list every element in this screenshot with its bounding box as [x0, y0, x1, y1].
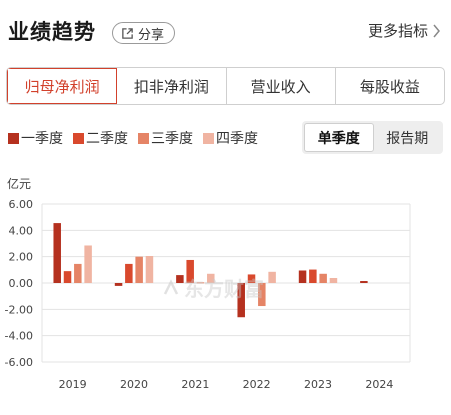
- bar-q3-2023: [319, 273, 327, 283]
- y-tick-label: 6.00: [9, 198, 34, 211]
- earnings-bar-chart: 6.00 4.00 2.00 0.00 -2.00 -4.00 -6.00 2019 2020 2…: [5, 198, 411, 391]
- x-tick-label: 2023: [304, 378, 332, 391]
- legend-label-q1: 一季度: [21, 131, 63, 147]
- bar-q3-2021: [196, 282, 205, 284]
- y-tick-label: 0.00: [9, 277, 34, 290]
- x-tick-label: 2020: [120, 378, 148, 391]
- chevron-right-icon: [433, 24, 440, 37]
- y-tick-label: 4.00: [9, 224, 34, 237]
- bar-q2-2021: [186, 259, 194, 283]
- legend-label-q2: 二季度: [86, 131, 128, 147]
- metric-tabs: 归母净利润 扣非净利润 营业收入 每股收益: [6, 67, 445, 105]
- bar-q2-2023: [309, 269, 317, 283]
- bar-q2-2022: [247, 274, 256, 283]
- legend-item-q4[interactable]: 四季度: [203, 128, 258, 148]
- share-label: 分享: [138, 27, 165, 43]
- x-tick-label: 2024: [365, 378, 393, 391]
- bar-q4-2020: [145, 256, 154, 283]
- legend-item-q1[interactable]: 一季度: [8, 128, 63, 148]
- more-indicators-label: 更多指标: [367, 22, 428, 40]
- tab-eps[interactable]: 每股收益: [359, 77, 420, 96]
- x-tick-label: 2019: [59, 378, 87, 391]
- chart-legend: 一季度 二季度 三季度 四季度: [8, 128, 258, 148]
- page-title: 业绩趋势: [8, 20, 96, 44]
- bar-q1-2023: [298, 270, 307, 283]
- y-tick-label: 2.00: [9, 251, 34, 264]
- legend-swatch-q1: [8, 132, 19, 144]
- bar-q2-2020: [125, 263, 133, 283]
- x-tick-label: 2021: [181, 378, 209, 391]
- bar-q3-2019: [74, 263, 82, 283]
- bar-q4-2023: [329, 277, 338, 283]
- legend-label-q4: 四季度: [216, 131, 258, 147]
- more-indicators-link[interactable]: 更多指标: [368, 20, 441, 41]
- share-button[interactable]: 分享: [112, 22, 176, 44]
- y-tick-label: -4.00: [5, 330, 33, 343]
- bar-q4-2019: [84, 245, 92, 283]
- period-mode-toggle: 单季度 报告期: [302, 121, 443, 154]
- tab-revenue[interactable]: 营业收入: [227, 68, 336, 104]
- x-tick-label: 2022: [243, 378, 271, 391]
- y-tick-label: -6.00: [5, 356, 33, 369]
- bar-q1-2020: [114, 283, 123, 286]
- y-axis-unit: 亿元: [7, 177, 32, 191]
- bar-q3-2020: [135, 256, 143, 283]
- bar-q3-2022: [258, 283, 266, 307]
- bar-q1-2021: [176, 275, 184, 283]
- bar-q4-2021: [207, 273, 215, 283]
- bar-q1-2022: [237, 283, 245, 318]
- share-icon: [122, 27, 133, 39]
- tab-net-profit[interactable]: 归母净利润: [7, 68, 118, 104]
- legend-swatch-q2: [73, 132, 84, 144]
- single-quarter-button[interactable]: 单季度: [304, 123, 374, 152]
- bar-q4-2022: [268, 271, 276, 283]
- legend-label-q3: 三季度: [151, 131, 193, 147]
- bar-q1-2019: [53, 223, 61, 283]
- legend-swatch-q3: [138, 132, 149, 144]
- bar-q1-2024: [360, 281, 368, 283]
- bar-q2-2019: [63, 271, 72, 283]
- report-period-button[interactable]: 报告期: [386, 130, 429, 147]
- y-tick-label: -2.00: [5, 303, 33, 316]
- legend-item-q2[interactable]: 二季度: [73, 128, 128, 148]
- header: 业绩趋势 分享 更多指标: [0, 0, 451, 60]
- legend-item-q3[interactable]: 三季度: [138, 128, 193, 148]
- legend-swatch-q4: [203, 132, 214, 144]
- tab-deducted-net-profit[interactable]: 扣非净利润: [117, 68, 227, 104]
